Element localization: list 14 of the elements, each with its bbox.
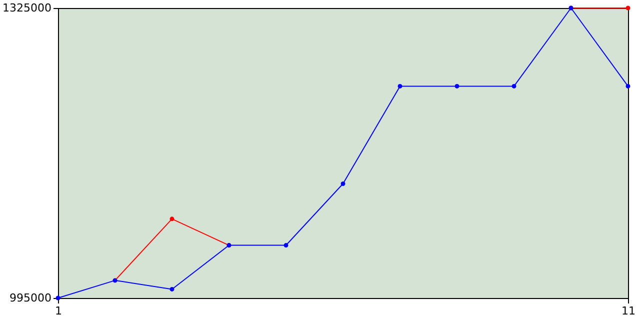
x-tick-label: 1 xyxy=(55,304,62,318)
point xyxy=(170,286,174,292)
point xyxy=(626,6,630,10)
x-tick-label: 11 xyxy=(622,304,636,318)
point xyxy=(398,84,402,88)
y-tick-label: 1325000 xyxy=(2,2,52,14)
point xyxy=(170,216,174,222)
y-tick-label: 995000 xyxy=(10,292,52,304)
point xyxy=(56,296,60,300)
point xyxy=(512,84,516,88)
point xyxy=(626,84,630,88)
point xyxy=(340,182,346,186)
point xyxy=(284,243,288,248)
point xyxy=(454,84,460,88)
